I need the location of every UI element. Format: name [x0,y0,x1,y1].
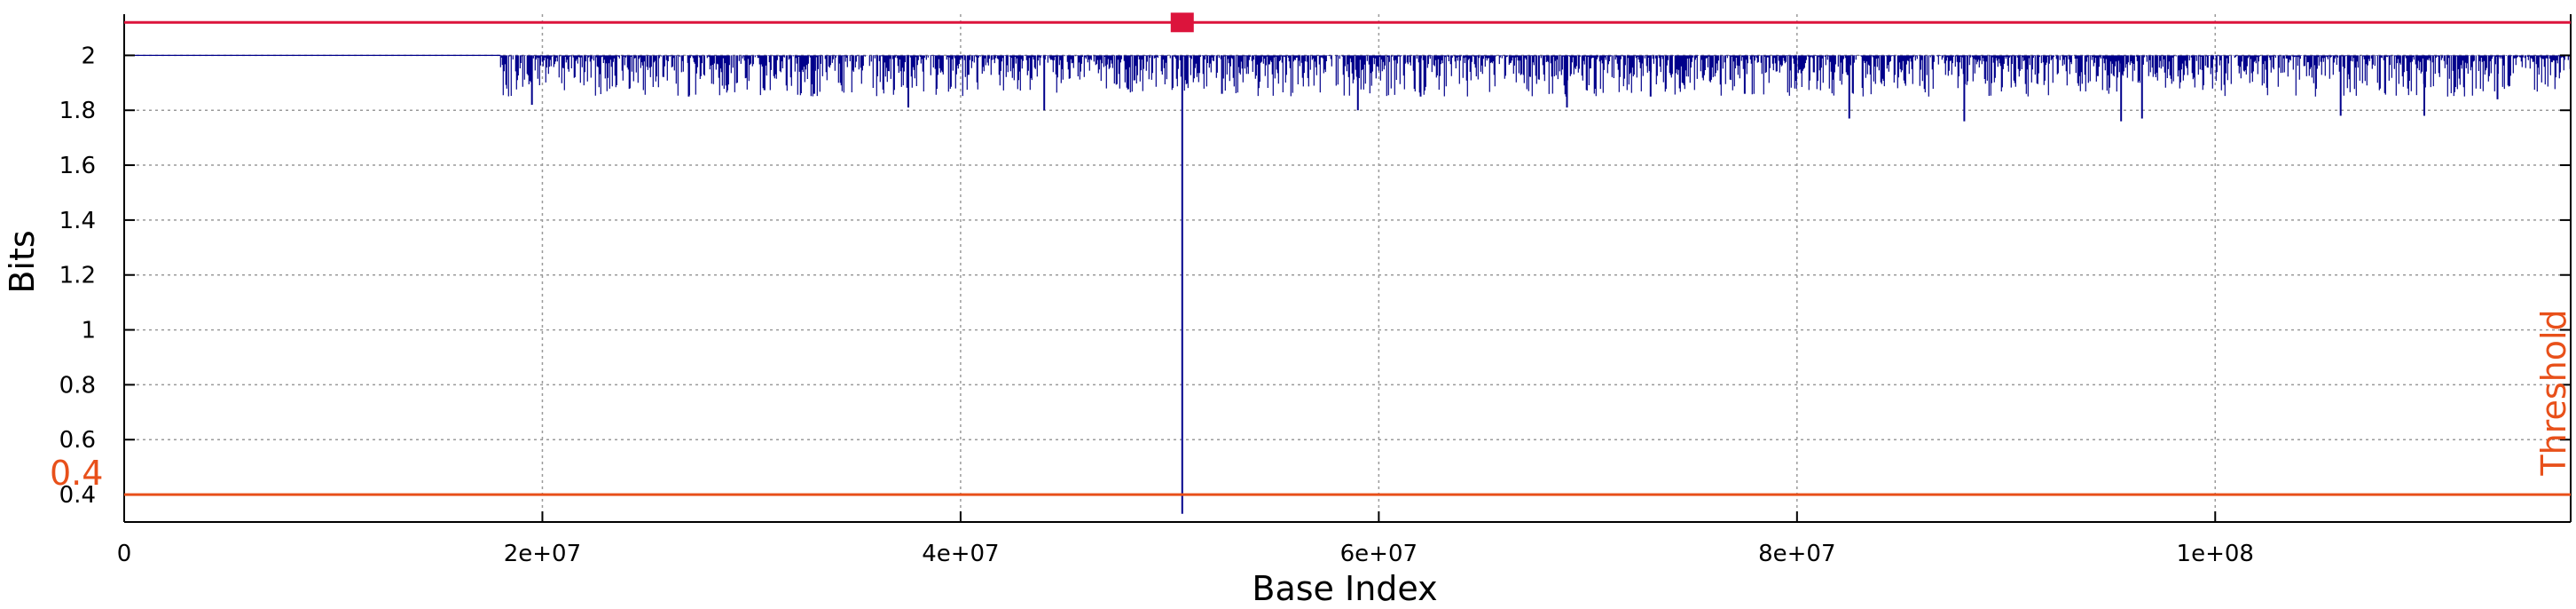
y-tick-label: 0.8 [59,372,96,399]
top-marker [1170,12,1194,33]
y-tick-label: 1.6 [59,153,96,179]
threshold-label: Threshold [2534,309,2573,476]
y-tick-label: 0.4 [59,482,96,509]
x-tick-label: 1e+08 [2177,541,2254,567]
x-tick-label: 0 [117,541,132,567]
tick-labels: 0.4 0.6 0.8 1 1.2 1.4 1.6 1.8 2 0 2e+07 4e+07 6e+07 8… [59,43,2254,567]
threshold-value-label: 0.4 [50,454,103,493]
x-tick-label: 8e+07 [1758,541,1835,567]
x-axis-label: Base Index [1252,569,1437,608]
y-axis-label: Bits [3,230,42,293]
y-tick-label: 1.2 [59,263,96,289]
x-tick-label: 2e+07 [504,541,581,567]
series-noise [124,54,2571,97]
series-line [124,54,2571,514]
y-tick-label: 2 [81,43,96,69]
reference-lines [124,12,2571,496]
grid [124,14,2571,522]
y-tick-label: 1 [81,318,96,344]
axes [123,14,2572,523]
y-tick-label: 1.4 [59,208,96,234]
y-tick-label: 1.8 [59,98,96,124]
x-tick-label: 4e+07 [922,541,999,567]
x-tick-label: 6e+07 [1340,541,1418,567]
y-tick-label: 0.6 [59,427,96,454]
